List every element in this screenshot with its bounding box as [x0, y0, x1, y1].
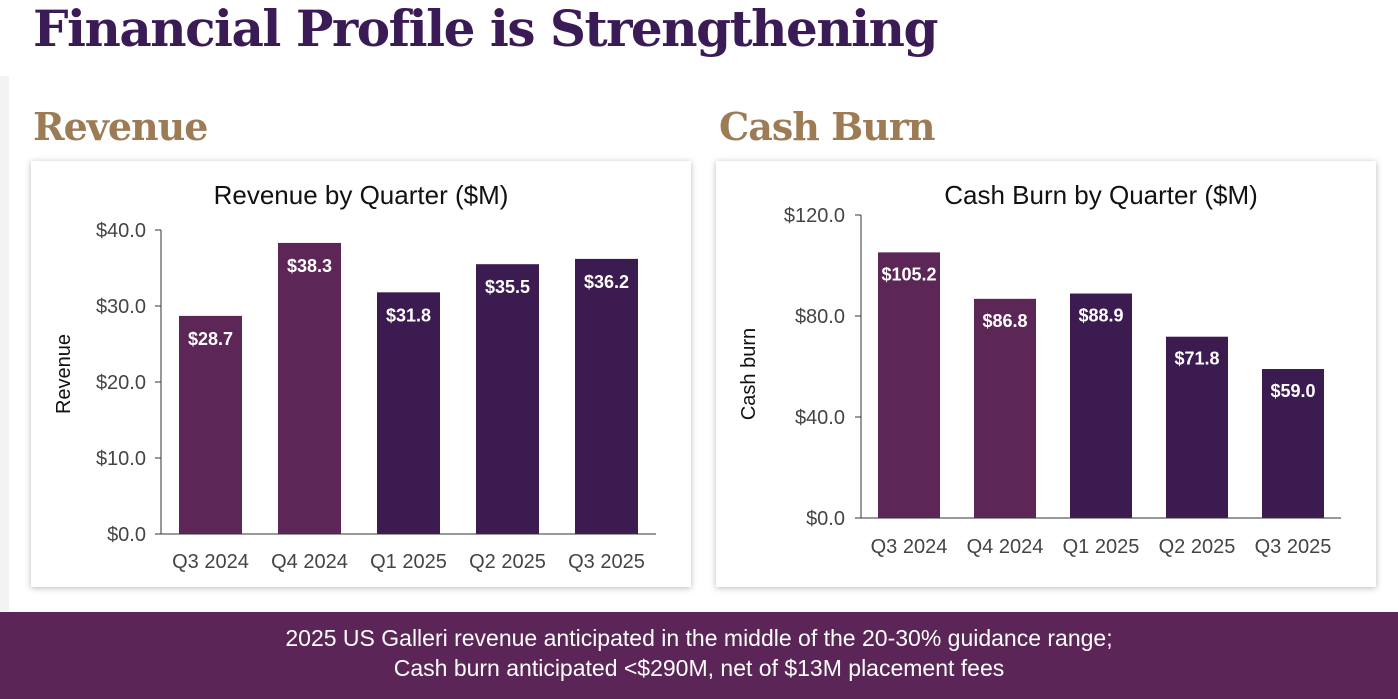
bar-value-label: $28.7 — [188, 329, 233, 349]
bar — [974, 298, 1036, 518]
bar-value-label: $71.8 — [1174, 349, 1219, 369]
cash-burn-section-title: Cash Burn — [719, 104, 936, 149]
x-category-label: Q3 2025 — [1255, 536, 1332, 558]
x-category-label: Q4 2024 — [967, 536, 1044, 558]
x-category-label: Q3 2024 — [871, 536, 948, 558]
page-title: Financial Profile is Strengthening — [33, 0, 938, 58]
bar-value-label: $86.8 — [982, 311, 1027, 331]
bar — [878, 252, 940, 518]
bar — [575, 258, 638, 534]
bar — [1262, 369, 1324, 518]
revenue-section-title: Revenue — [33, 104, 208, 149]
y-tick-label: $0.0 — [107, 524, 146, 546]
bar-value-label: $59.0 — [1270, 381, 1315, 401]
x-category-label: Q1 2025 — [1063, 536, 1140, 558]
chart-title: Cash Burn by Quarter ($M) — [944, 180, 1258, 210]
banner-line-2: Cash burn anticipated <$290M, net of $13… — [393, 655, 1005, 681]
revenue-chart-card: Revenue by Quarter ($M) Revenue $0.0 $10.0 $… — [31, 161, 691, 587]
bar — [1070, 293, 1132, 518]
bar — [377, 292, 440, 534]
bar — [1166, 336, 1228, 518]
chart-title: Revenue by Quarter ($M) — [214, 180, 509, 210]
bar — [278, 242, 341, 535]
revenue-chart: Revenue by Quarter ($M) Revenue $0.0 $10.0 $… — [53, 180, 656, 573]
cash-burn-chart: Cash Burn by Quarter ($M) Cash burn $0.0 $4… — [738, 180, 1341, 558]
bar-value-label: $38.3 — [287, 256, 332, 276]
x-category-label: Q1 2025 — [370, 551, 447, 573]
x-category-label: Q4 2024 — [271, 551, 348, 573]
left-edge-strip — [0, 76, 9, 611]
bar-value-label: $36.2 — [584, 272, 629, 292]
bar-value-label: $105.2 — [881, 264, 936, 284]
y-tick-label: $30.0 — [96, 296, 146, 318]
x-category-label: Q3 2025 — [568, 551, 645, 573]
banner-line-1: 2025 US Galleri revenue anticipated in t… — [285, 625, 1113, 651]
bar-value-label: $88.9 — [1078, 306, 1123, 326]
guidance-banner: 2025 US Galleri revenue anticipated in t… — [0, 612, 1398, 699]
y-tick-label: $80.0 — [795, 306, 845, 328]
bar-value-label: $31.8 — [386, 305, 431, 325]
y-tick-label: $40.0 — [795, 407, 845, 429]
x-category-label: Q2 2025 — [469, 551, 546, 573]
x-category-label: Q2 2025 — [1159, 536, 1236, 558]
y-axis-title: Cash burn — [738, 328, 760, 420]
y-tick-label: $40.0 — [96, 220, 146, 242]
bar-value-label: $35.5 — [485, 277, 530, 297]
cash-burn-chart-card: Cash Burn by Quarter ($M) Cash burn $0.0 $4… — [716, 161, 1376, 587]
y-tick-label: $0.0 — [806, 508, 845, 530]
y-axis-title: Revenue — [53, 334, 75, 414]
y-tick-label: $120.0 — [784, 205, 845, 227]
bar — [179, 315, 242, 534]
x-category-label: Q3 2024 — [172, 551, 249, 573]
y-tick-label: $20.0 — [96, 372, 146, 394]
y-tick-label: $10.0 — [96, 448, 146, 470]
bar — [476, 264, 539, 534]
